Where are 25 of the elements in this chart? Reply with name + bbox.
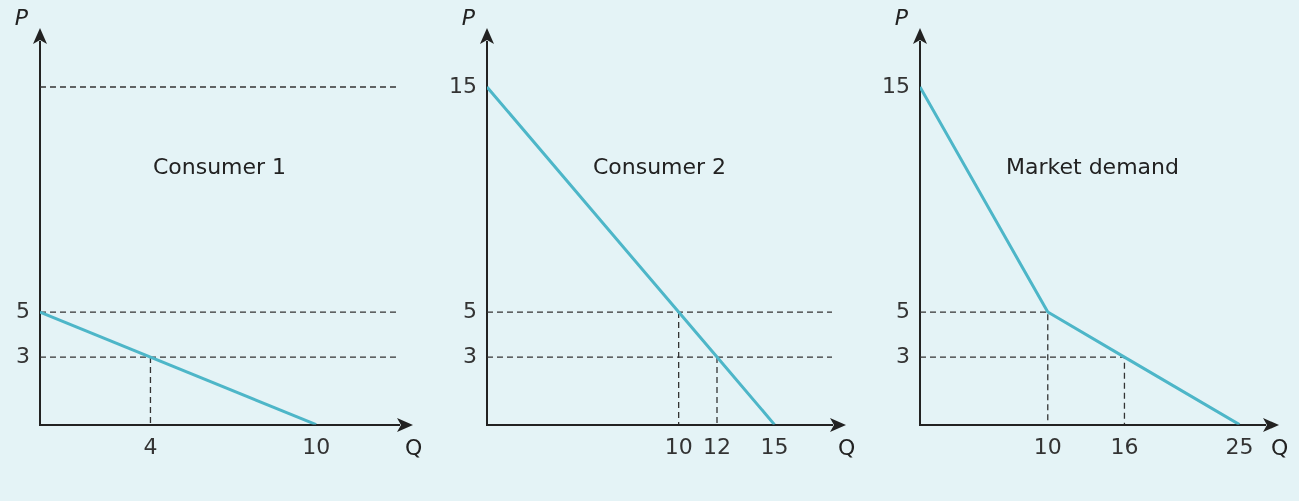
text: Consumer 2 bbox=[592, 153, 727, 179]
y-tick-label: 3 bbox=[16, 342, 30, 368]
y-axis-title: P bbox=[14, 4, 29, 30]
x-tick-label: 10 bbox=[302, 433, 331, 459]
x-tick-label: 25 bbox=[1225, 433, 1254, 459]
y-axis-title: P bbox=[894, 4, 909, 30]
y-tick-label: 15 bbox=[881, 72, 910, 98]
x-tick-label: 4 bbox=[143, 433, 158, 459]
text: Market demand bbox=[1006, 153, 1179, 179]
y-tick-label: 5 bbox=[16, 297, 30, 323]
y-tick-label: 15 bbox=[448, 72, 477, 98]
x-tick-label: 10 bbox=[664, 433, 693, 459]
x-axis-title: Q bbox=[838, 435, 856, 461]
x-tick-label: 10 bbox=[1033, 433, 1062, 459]
x-axis-title: Q bbox=[1271, 435, 1289, 461]
y-axis-title: P bbox=[461, 4, 476, 30]
x-tick-label: 12 bbox=[703, 433, 731, 459]
y-tick-label: 3 bbox=[895, 342, 910, 368]
y-tick-label: 5 bbox=[895, 297, 910, 323]
x-axis-title: Q bbox=[405, 435, 423, 461]
x-tick-label: 16 bbox=[1110, 433, 1139, 459]
y-tick-label: 3 bbox=[462, 342, 477, 368]
text: Consumer 1 bbox=[152, 153, 287, 179]
x-tick-label: 15 bbox=[760, 433, 789, 459]
y-tick-label: 5 bbox=[462, 297, 477, 323]
